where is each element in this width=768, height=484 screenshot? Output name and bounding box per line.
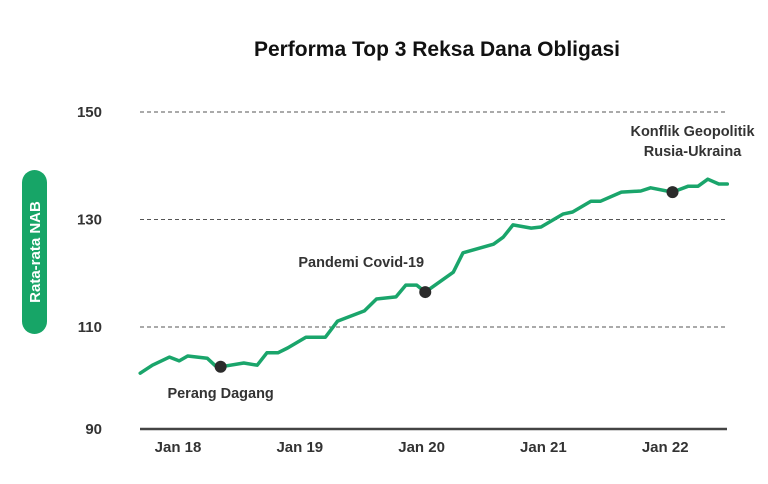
annotations: Perang Dagang Pandemi Covid-19 Konflik Geo… [167, 124, 755, 402]
y-tick-label: 150 [77, 104, 102, 121]
x-tick-label: Jan 20 [398, 439, 445, 456]
event-marker [214, 360, 227, 373]
y-axis-label-background [22, 170, 47, 334]
y-tick-label: 110 [78, 319, 102, 336]
y-axis-label-pill: Rata-rata NAB [22, 170, 47, 334]
annotation-label: Pandemi Covid-19 [298, 255, 424, 271]
series-line [138, 177, 730, 375]
gridlines [140, 111, 727, 328]
annotation-label: Perang Dagang [167, 386, 273, 402]
annotation-label: Rusia-Ukraina [644, 144, 742, 160]
y-tick-label: 130 [77, 212, 102, 229]
event-marker [666, 186, 679, 199]
y-axis-label: Rata-rata NAB [27, 201, 44, 303]
chart-title: Performa Top 3 Reksa Dana Obligasi [254, 38, 620, 61]
x-tick-label: Jan 22 [642, 439, 689, 456]
x-tick-label: Jan 21 [520, 439, 567, 456]
y-tick-label: 90 [85, 421, 102, 438]
event-marker [419, 286, 432, 299]
x-axis-ticks: Jan 18 Jan 19 Jan 20 Jan 21 Jan 22 [155, 439, 689, 456]
x-tick-label: Jan 19 [276, 439, 323, 456]
annotation-label: Konflik Geopolitik [630, 124, 755, 140]
y-axis-ticks: 150 130 110 90 [77, 104, 102, 438]
x-tick-label: Jan 18 [155, 439, 202, 456]
